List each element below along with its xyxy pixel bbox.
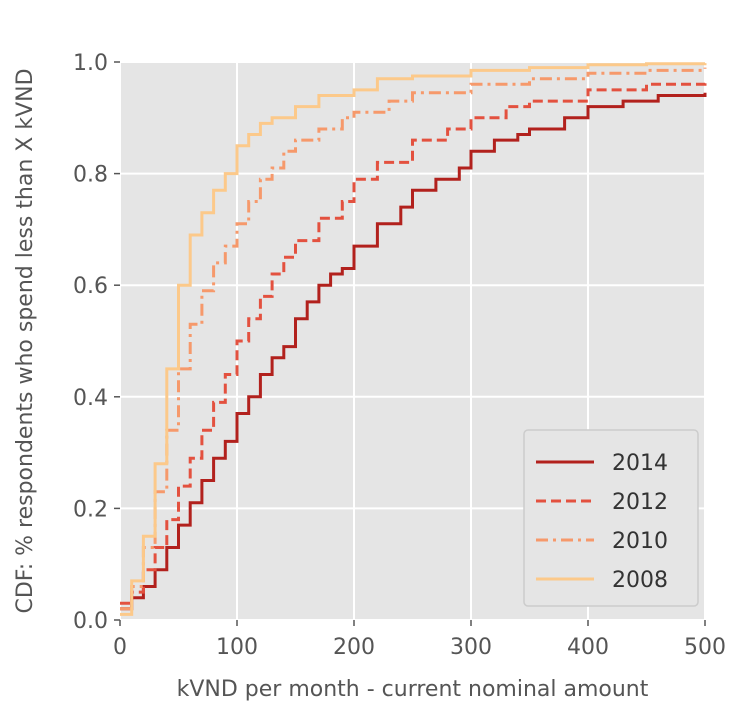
y-axis-label: CDF: % respondents who spend less than X… xyxy=(13,68,38,613)
y-tick-label: 0.8 xyxy=(73,163,108,188)
axis-ticks: 0 100 200 300 400 500 0.0 0.2 0.4 0.6 0.8 1.0 xyxy=(73,51,726,660)
series-line-2008 xyxy=(120,62,707,616)
y-tick-label: 1.0 xyxy=(73,51,108,76)
x-axis-label: kVND per month - current nominal amount xyxy=(177,677,649,702)
x-tick-label: 400 xyxy=(567,635,609,660)
legend-label: 2010 xyxy=(612,529,668,554)
x-tick-label: 0 xyxy=(113,635,127,660)
x-tick-label: 100 xyxy=(216,635,258,660)
legend-label: 2008 xyxy=(612,568,668,593)
x-tick-label: 300 xyxy=(450,635,492,660)
y-tick-label: 0.2 xyxy=(73,497,108,522)
x-tick-label: 500 xyxy=(684,635,726,660)
y-tick-label: 0.4 xyxy=(73,386,108,411)
legend-label: 2012 xyxy=(612,490,668,515)
series-line-2014 xyxy=(120,92,707,611)
x-tick-label: 200 xyxy=(333,635,375,660)
legend-frame xyxy=(523,429,699,607)
y-tick-label: 0.0 xyxy=(73,609,108,634)
legend: 2014 2012 2010 2008 xyxy=(523,429,699,607)
y-tick-label: 0.6 xyxy=(73,274,108,299)
series-line-2010 xyxy=(120,67,707,611)
legend-label: 2014 xyxy=(612,451,668,476)
series-line-2012 xyxy=(120,78,707,605)
series-lines xyxy=(120,62,707,616)
